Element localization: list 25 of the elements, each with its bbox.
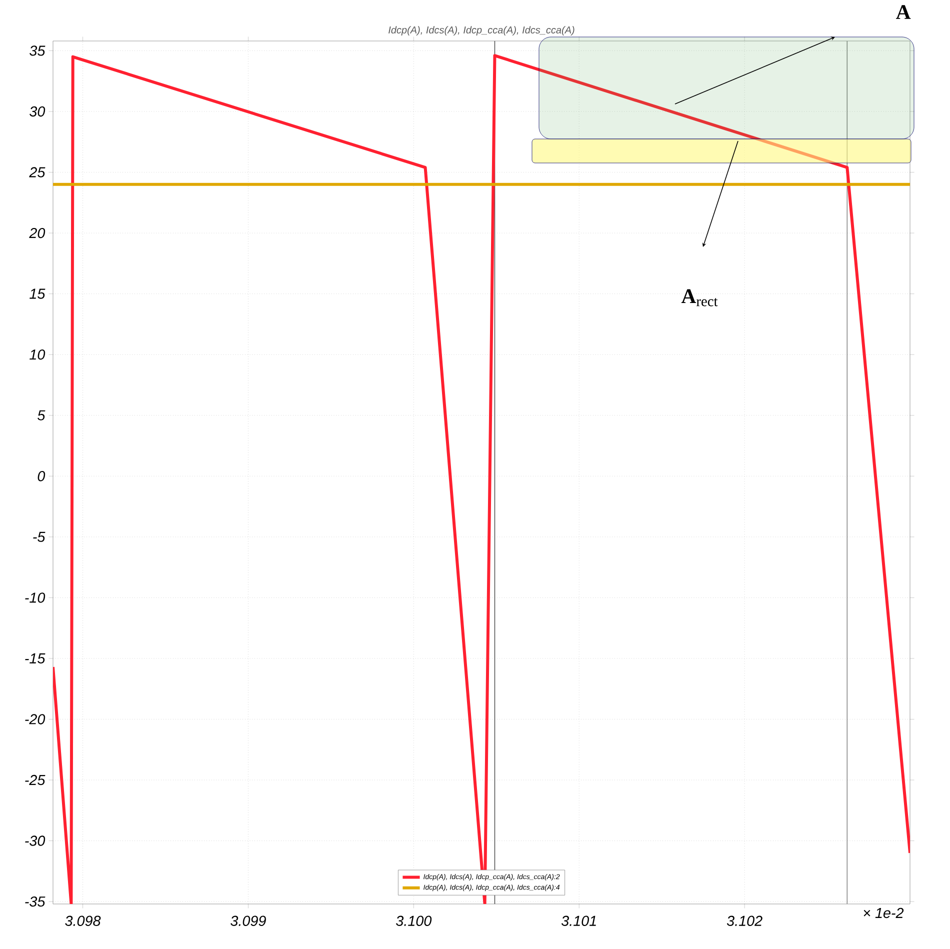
y-tick-label: 25 <box>29 167 46 178</box>
annotation: A$_{rect}$ <box>681 289 718 306</box>
y-tick-label: 5 <box>38 410 46 420</box>
y-tick-label: -35 <box>25 896 46 907</box>
text: A <box>896 5 911 19</box>
x-tick-label: 3.100 <box>396 916 432 926</box>
text: × 1e-2 <box>864 908 904 918</box>
y-tick-label: -10 <box>25 592 46 603</box>
y-tick-label: 20 <box>29 228 46 238</box>
y-tick-label: 15 <box>30 288 46 299</box>
y-tick-label: -20 <box>25 714 46 724</box>
y-tick-label: 10 <box>30 349 46 360</box>
y-tick-label: -15 <box>25 653 46 664</box>
y-tick-label: 0 <box>38 471 46 482</box>
y-tick-label: -30 <box>25 836 46 846</box>
y-tick-label: -25 <box>25 774 46 786</box>
x-tick-label: 3.101 <box>561 916 596 926</box>
y-tick-label: 30 <box>30 106 46 117</box>
line-series <box>53 54 910 904</box>
y-tick-label: 35 <box>30 46 46 56</box>
x-tick-label: 3.098 <box>65 916 101 926</box>
chart-title: Idcp(A), Idcs(A), Idcp_cca(A), Idcs_cca(A) <box>388 26 574 36</box>
x-tick-label: 3.102 <box>726 916 762 926</box>
x-tick-label: 3.099 <box>230 916 266 926</box>
y-tick-label: -5 <box>33 532 46 542</box>
